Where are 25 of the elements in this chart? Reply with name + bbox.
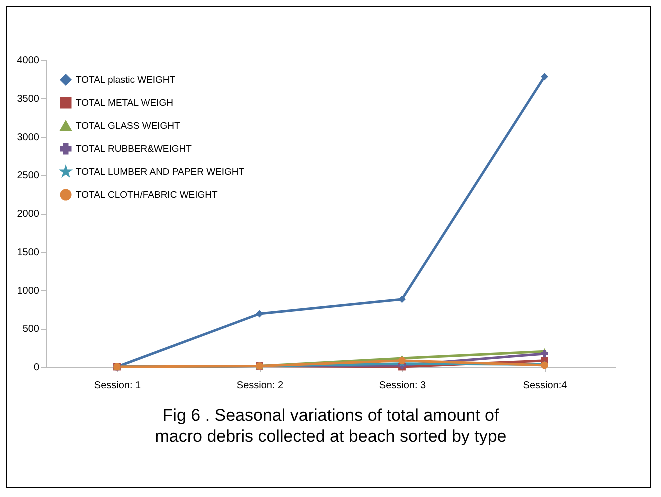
legend-label: TOTAL CLOTH/FABRIC WEIGHT	[76, 190, 218, 201]
caption: Fig 6 . Seasonal variations of total amount of macro debris collected at beach sorted by type	[155, 406, 507, 446]
point	[398, 357, 406, 365]
y-tick-label: 1500	[17, 247, 40, 258]
y-tick-label: 3500	[17, 94, 40, 105]
y-tick-label: 1000	[17, 286, 40, 297]
y-tick-label: 2500	[17, 170, 40, 182]
y-tick-label: 4000	[17, 56, 40, 66]
y-tick-label: 0	[34, 362, 40, 374]
y-tick-label: 3000	[17, 132, 40, 144]
point	[256, 310, 264, 318]
x-tick-label: Session:4	[523, 380, 568, 392]
point	[541, 73, 548, 81]
y-tick-label: 2000	[17, 209, 40, 220]
point	[541, 350, 548, 358]
legend-label: TOTAL METAL WEIGH	[76, 98, 174, 109]
legend-label: TOTAL LUMBER AND PAPER WEIGHT	[76, 167, 245, 178]
legend-label: TOTAL RUBBER&WEIGHT	[76, 144, 192, 155]
x-tick-label: Session: 2	[236, 380, 284, 392]
x-tick-label: Session: 3	[379, 380, 427, 392]
point	[398, 296, 406, 304]
legend-label: TOTAL GLASS WEIGHT	[76, 121, 181, 132]
legend-label: TOTAL plastic WEIGHT	[76, 75, 176, 86]
y-tick-label: 500	[22, 324, 40, 336]
x-tick-label: Session: 1	[94, 380, 142, 392]
